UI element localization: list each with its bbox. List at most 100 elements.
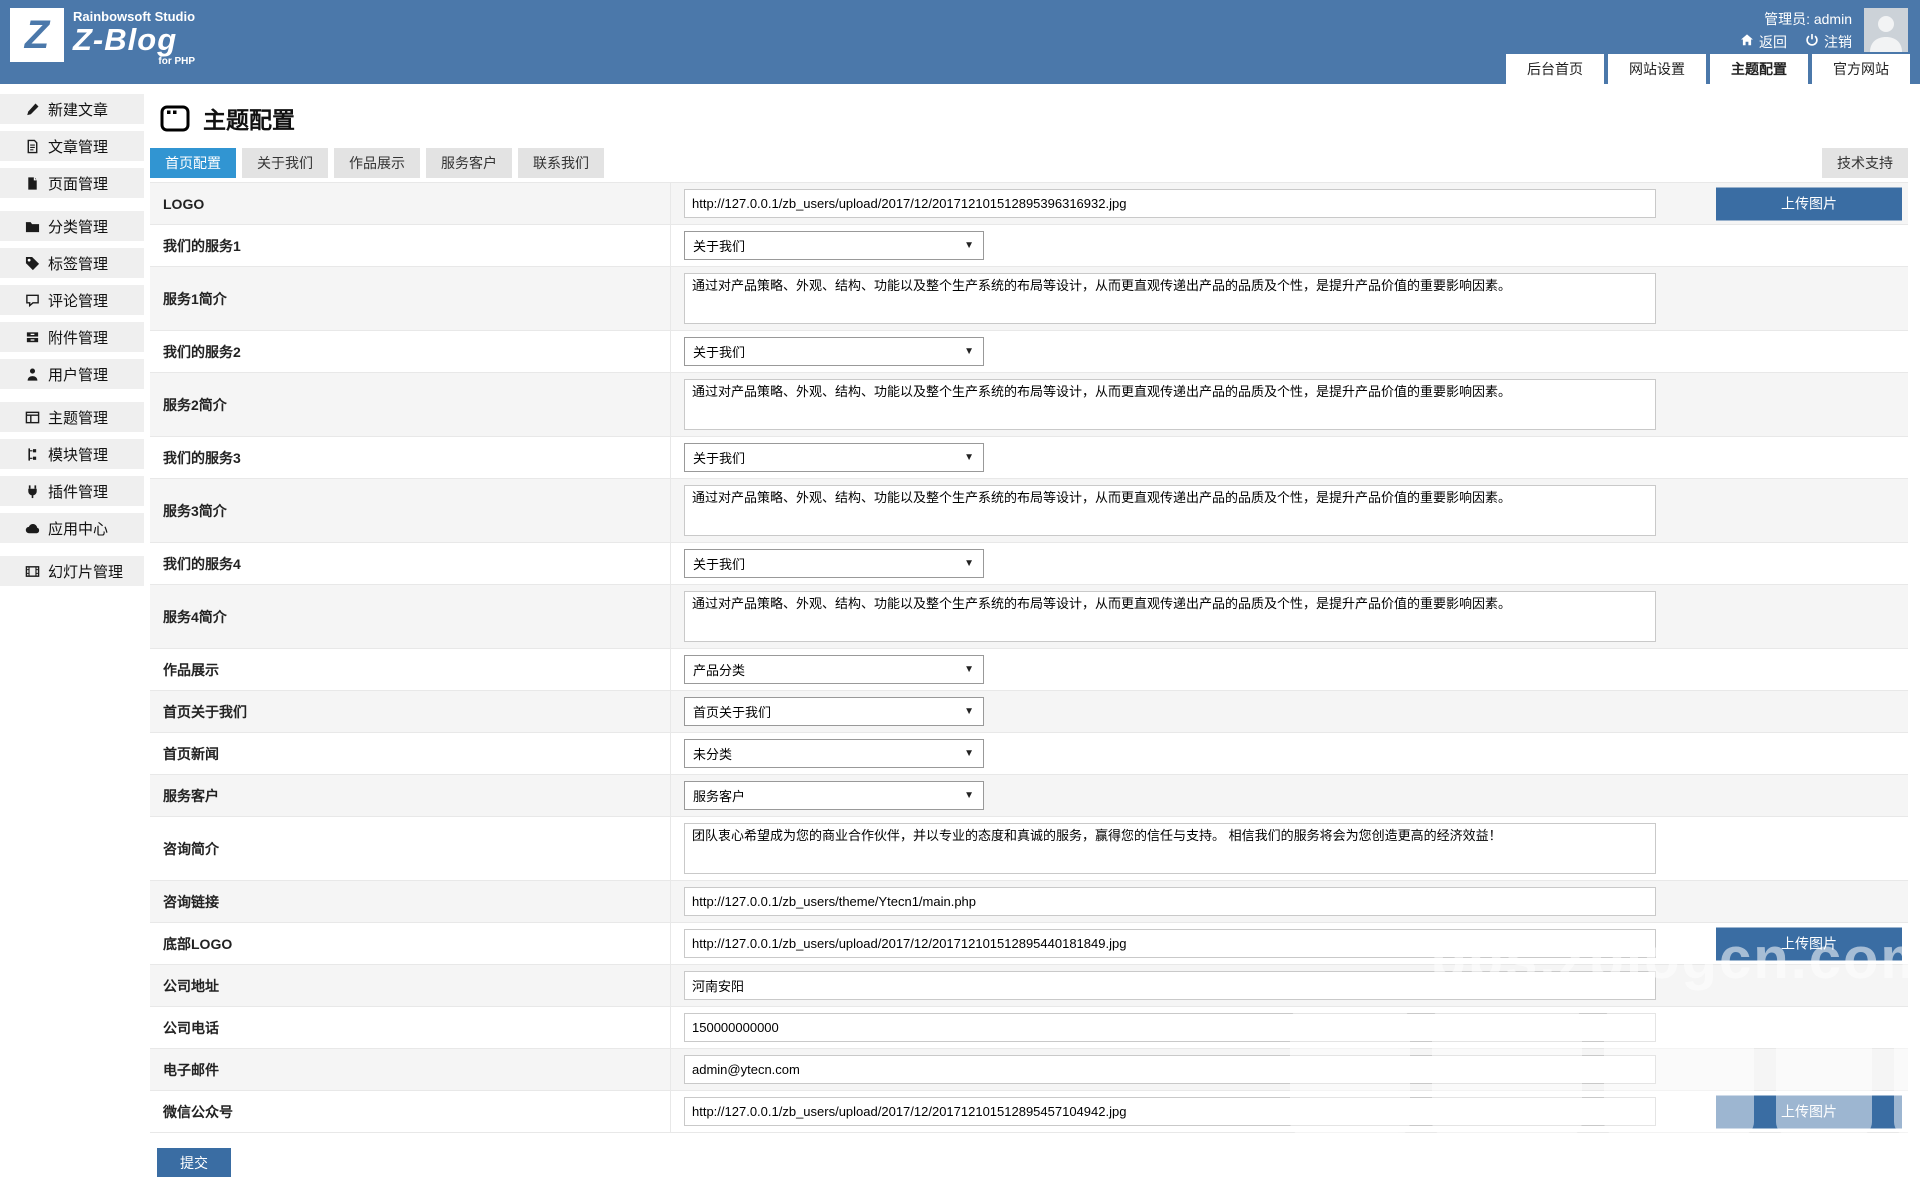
field-value-cell xyxy=(670,373,1908,436)
form-row-portfolio-show: 作品展示 产品分类 ▼ xyxy=(150,648,1908,690)
home-news-select[interactable]: 未分类 ▼ xyxy=(684,739,984,768)
sidebar-item-app-center[interactable]: 应用中心 xyxy=(0,513,144,543)
config-tabs: 首页配置 关于我们 作品展示 服务客户 联系我们 技术支持 xyxy=(150,148,1920,178)
service1-select[interactable]: 关于我们 ▼ xyxy=(684,231,984,260)
field-label: 电子邮件 xyxy=(163,1061,219,1078)
company-phone-input[interactable] xyxy=(684,1013,1656,1042)
service4-intro-textarea[interactable] xyxy=(684,591,1656,642)
sidebar-item-label: 插件管理 xyxy=(48,483,109,501)
avatar[interactable] xyxy=(1864,8,1908,52)
attachment-icon xyxy=(24,329,40,345)
sidebar-item-plugin-manage[interactable]: 插件管理 xyxy=(0,476,144,506)
field-label: 咨询链接 xyxy=(163,893,219,910)
home-about-select[interactable]: 首页关于我们 ▼ xyxy=(684,697,984,726)
form-row-consult-link: 咨询链接 xyxy=(150,880,1908,922)
sidebar-item-theme-manage[interactable]: 主题管理 xyxy=(0,402,144,432)
sidebar-group: 新建文章文章管理页面管理 xyxy=(0,94,144,198)
logo-input[interactable] xyxy=(684,189,1656,218)
top-nav-admin-home[interactable]: 后台首页 xyxy=(1506,54,1604,84)
sidebar-item-module-manage[interactable]: 模块管理 xyxy=(0,439,144,469)
sidebar-item-article-manage[interactable]: 文章管理 xyxy=(0,131,144,161)
slideshow-icon xyxy=(24,563,40,579)
field-value-cell: 首页关于我们 ▼ xyxy=(670,691,1908,732)
service4-select[interactable]: 关于我们 ▼ xyxy=(684,549,984,578)
company-address-input[interactable] xyxy=(684,971,1656,1000)
field-value-cell xyxy=(670,817,1908,880)
sidebar-item-category-manage[interactable]: 分类管理 xyxy=(0,211,144,241)
form-row-company-email: 电子邮件 xyxy=(150,1048,1908,1090)
company-email-input[interactable] xyxy=(684,1055,1656,1084)
form-row-service3-intro: 服务3简介 xyxy=(150,478,1908,542)
sidebar-item-tag-manage[interactable]: 标签管理 xyxy=(0,248,144,278)
top-nav-theme-config[interactable]: 主题配置 xyxy=(1710,54,1808,84)
sidebar-item-label: 分类管理 xyxy=(48,218,109,236)
field-label: 底部LOGO xyxy=(163,935,233,952)
consult-link-input[interactable] xyxy=(684,887,1656,916)
tab-about-us[interactable]: 关于我们 xyxy=(242,148,328,178)
logout-link[interactable]: 注销 xyxy=(1805,31,1852,54)
back-link[interactable]: 返回 xyxy=(1740,31,1787,54)
tab-contact-us[interactable]: 联系我们 xyxy=(518,148,604,178)
wechat-qrcode-upload-button[interactable]: 上传图片 xyxy=(1716,1095,1902,1128)
sidebar-item-label: 附件管理 xyxy=(48,329,109,347)
sidebar-item-label: 标签管理 xyxy=(48,255,109,273)
field-value-cell xyxy=(670,1007,1908,1048)
tag-icon xyxy=(24,255,40,271)
chevron-down-icon: ▼ xyxy=(964,706,974,717)
form-row-service3: 我们的服务3 关于我们 ▼ xyxy=(150,436,1908,478)
top-nav: 后台首页 网站设置 主题配置 官方网站 xyxy=(1506,54,1910,84)
portfolio-show-select[interactable]: 产品分类 ▼ xyxy=(684,655,984,684)
sidebar-item-slideshow-manage[interactable]: 幻灯片管理 xyxy=(0,556,144,586)
form-row-company-phone: 公司电话 xyxy=(150,1006,1908,1048)
select-value: 产品分类 xyxy=(693,663,746,678)
footer-logo-input[interactable] xyxy=(684,929,1656,958)
chevron-down-icon: ▼ xyxy=(964,558,974,569)
sidebar-item-label: 页面管理 xyxy=(48,175,109,193)
top-nav-site-settings[interactable]: 网站设置 xyxy=(1608,54,1706,84)
service1-intro-textarea[interactable] xyxy=(684,273,1656,324)
field-label: 首页关于我们 xyxy=(163,703,247,720)
sidebar-item-page-manage[interactable]: 页面管理 xyxy=(0,168,144,198)
category-icon xyxy=(24,218,40,234)
user-box: 管理员: admin 返回 注销 xyxy=(1740,8,1908,54)
tab-home-config[interactable]: 首页配置 xyxy=(150,148,236,178)
admin-line: 管理员: admin xyxy=(1740,8,1852,31)
admin-label: 管理员: xyxy=(1764,11,1810,27)
sidebar-item-user-manage[interactable]: 用户管理 xyxy=(0,359,144,389)
tab-portfolio[interactable]: 作品展示 xyxy=(334,148,420,178)
form-row-service1-intro: 服务1简介 xyxy=(150,266,1908,330)
admin-name: admin xyxy=(1813,11,1852,27)
sidebar-item-label: 文章管理 xyxy=(48,138,109,156)
service3-intro-textarea[interactable] xyxy=(684,485,1656,536)
form-row-service4-intro: 服务4简介 xyxy=(150,584,1908,648)
config-table: LOGO上传图片我们的服务1关于我们▼服务1简介我们的服务2关于我们▼服务2简介… xyxy=(150,182,1908,1133)
power-icon xyxy=(1805,31,1819,54)
tech-support-button[interactable]: 技术支持 xyxy=(1822,148,1908,178)
field-label: 我们的服务2 xyxy=(163,343,241,360)
logo-upload-button[interactable]: 上传图片 xyxy=(1716,187,1902,220)
field-value-cell xyxy=(670,965,1908,1006)
consult-intro-textarea[interactable] xyxy=(684,823,1656,874)
service2-select[interactable]: 关于我们 ▼ xyxy=(684,337,984,366)
field-label: 咨询简介 xyxy=(163,840,219,857)
edit-icon xyxy=(24,101,40,117)
zblog-logo: Z Rainbowsoft Studio Z-Blog for PHP xyxy=(10,8,195,67)
tab-service-customers[interactable]: 服务客户 xyxy=(426,148,512,178)
service3-select[interactable]: 关于我们 ▼ xyxy=(684,443,984,472)
top-nav-official-site[interactable]: 官方网站 xyxy=(1812,54,1910,84)
sidebar-item-attachment-manage[interactable]: 附件管理 xyxy=(0,322,144,352)
submit-button[interactable]: 提交 xyxy=(157,1148,231,1177)
sidebar: 新建文章文章管理页面管理分类管理标签管理评论管理附件管理用户管理主题管理模块管理… xyxy=(0,84,144,593)
select-value: 关于我们 xyxy=(693,239,746,254)
user-icon xyxy=(24,366,40,382)
service-customer-select[interactable]: 服务客户 ▼ xyxy=(684,781,984,810)
wechat-qrcode-input[interactable] xyxy=(684,1097,1656,1126)
form-row-company-address: 公司地址 xyxy=(150,964,1908,1006)
sidebar-item-new-article[interactable]: 新建文章 xyxy=(0,94,144,124)
page-title-row: 主题配置 xyxy=(160,101,1920,135)
field-label: 我们的服务1 xyxy=(163,237,241,254)
sidebar-item-comment-manage[interactable]: 评论管理 xyxy=(0,285,144,315)
form-row-service4: 我们的服务4 关于我们 ▼ xyxy=(150,542,1908,584)
footer-logo-upload-button[interactable]: 上传图片 xyxy=(1716,927,1902,960)
service2-intro-textarea[interactable] xyxy=(684,379,1656,430)
